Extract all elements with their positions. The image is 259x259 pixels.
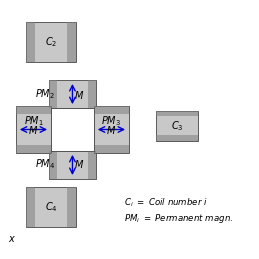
Bar: [49, 151, 96, 179]
Text: $C_4$: $C_4$: [45, 200, 58, 214]
Bar: [67, 22, 76, 62]
Text: $PM_1$: $PM_1$: [24, 114, 44, 128]
Bar: [26, 22, 76, 62]
Text: $C_i\ =\ Coil\ number\ i$: $C_i\ =\ Coil\ number\ i$: [124, 197, 207, 209]
Text: $PM_i\ =\ Permanent\ magn.$: $PM_i\ =\ Permanent\ magn.$: [124, 212, 233, 225]
Bar: [94, 145, 129, 153]
Bar: [156, 111, 198, 116]
Text: $M$: $M$: [74, 89, 85, 100]
Text: $PM_4$: $PM_4$: [35, 157, 55, 171]
Bar: [26, 187, 35, 227]
Text: $PM_3$: $PM_3$: [101, 114, 121, 128]
Text: $M$: $M$: [74, 159, 85, 170]
Text: $M$: $M$: [28, 125, 39, 136]
Bar: [16, 106, 51, 114]
Text: $C_2$: $C_2$: [45, 35, 57, 49]
Bar: [156, 111, 198, 141]
Text: $M$: $M$: [106, 125, 117, 136]
Text: $x$: $x$: [8, 234, 16, 244]
Bar: [49, 80, 57, 108]
Bar: [26, 187, 76, 227]
Bar: [94, 106, 129, 153]
Bar: [88, 151, 96, 179]
Bar: [16, 106, 51, 153]
Bar: [94, 106, 129, 114]
Bar: [49, 80, 96, 108]
Bar: [88, 80, 96, 108]
Bar: [67, 187, 76, 227]
Bar: [51, 108, 94, 151]
Text: $C_3$: $C_3$: [171, 119, 183, 133]
Bar: [16, 145, 51, 153]
Bar: [156, 135, 198, 141]
Bar: [49, 151, 57, 179]
Bar: [26, 22, 35, 62]
Text: $PM_2$: $PM_2$: [35, 88, 55, 102]
